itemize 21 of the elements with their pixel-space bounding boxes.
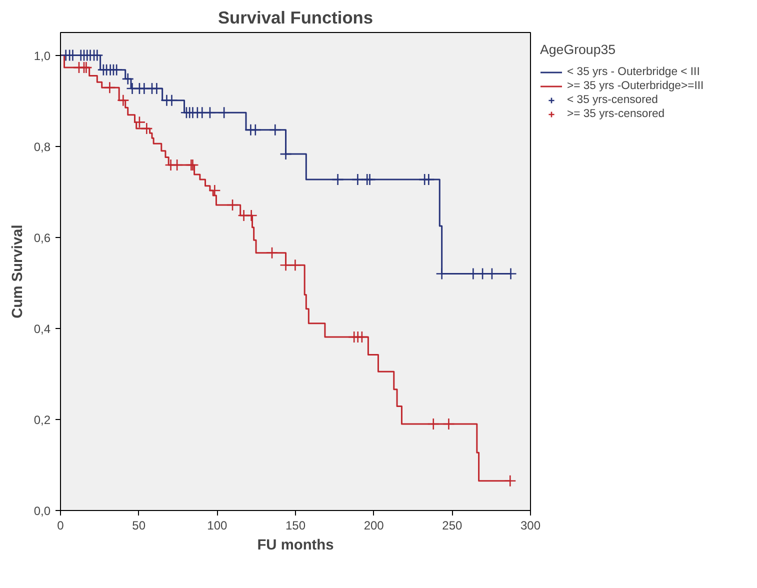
y-tick-label: 1,0 [34, 48, 51, 63]
y-tick-label: 0,8 [34, 140, 51, 154]
x-tick-label: 300 [520, 518, 541, 532]
y-tick-label: 0,0 [34, 504, 51, 518]
x-tick-label: 250 [442, 518, 463, 532]
y-tick-label: 0,2 [34, 412, 51, 427]
legend-label: < 35 yrs - Outerbridge < III [567, 65, 700, 79]
x-tick-label: 150 [285, 518, 306, 532]
legend-label: < 35 yrs-censored [567, 93, 658, 107]
x-axis-title: FU months [257, 538, 334, 554]
legend-title: AgeGroup35 [540, 42, 617, 57]
chart-title: Survival Functions [218, 8, 374, 28]
x-tick-label: 0 [57, 518, 64, 532]
y-tick-label: 0,6 [34, 230, 51, 245]
x-tick-label: 50 [132, 518, 146, 532]
x-tick-label: 100 [207, 518, 228, 532]
legend-label: >= 35 yrs -Outerbridge>=III [567, 79, 704, 93]
legend-label: >= 35 yrs-censored [567, 107, 665, 121]
x-tick-label: 200 [364, 518, 384, 532]
y-tick-label: 0,4 [34, 322, 51, 336]
y-axis-title: Cum Survival [10, 224, 26, 318]
